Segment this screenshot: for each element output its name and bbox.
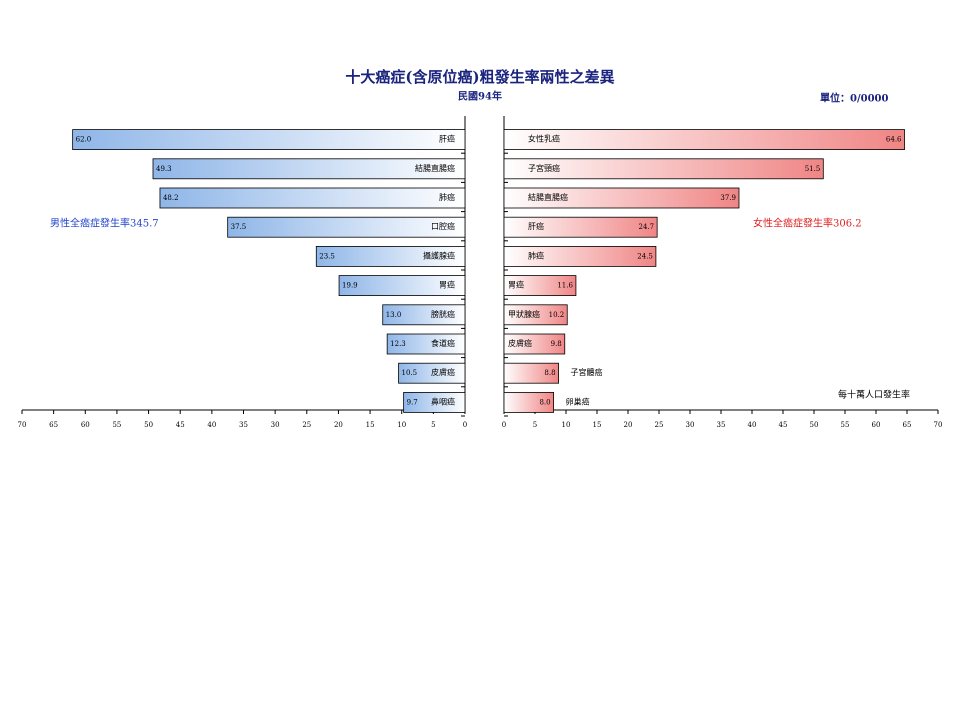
category-label: 甲狀腺癌 [508, 309, 540, 319]
x-tick-label: 40 [748, 421, 757, 429]
x-tick-label: 20 [334, 421, 343, 429]
bar [503, 333, 566, 355]
value-label: 64.6 [886, 136, 902, 144]
annotation: 女性全癌症發生率306.2 [753, 217, 862, 230]
bar [159, 187, 466, 209]
category-label: 口腔癌 [431, 221, 455, 231]
bar [382, 304, 466, 326]
x-tick-label: 0 [463, 421, 467, 429]
category-label: 鼻咽癌 [431, 396, 455, 406]
x-tick-label: 55 [841, 421, 850, 429]
bar [503, 216, 658, 238]
x-tick-label: 30 [271, 421, 280, 429]
x-tick-label: 60 [872, 421, 881, 429]
bar [503, 187, 740, 209]
value-label: 51.5 [805, 165, 821, 173]
value-label: 24.5 [637, 252, 653, 260]
x-tick-label: 65 [49, 421, 58, 429]
value-label: 37.5 [231, 223, 247, 231]
bar [503, 391, 554, 413]
value-label: 8.8 [544, 369, 555, 377]
chart-subtitle: 民國94年 [458, 90, 502, 103]
category-label: 子宮體癌 [571, 367, 603, 377]
bar [503, 275, 577, 297]
x-tick-label: 50 [144, 421, 153, 429]
x-tick-label: 70 [18, 421, 27, 429]
value-label: 9.8 [551, 340, 562, 348]
x-tick-label: 25 [302, 421, 311, 429]
x-tick-label: 30 [686, 421, 695, 429]
value-label: 12.3 [390, 340, 406, 348]
value-label: 8.0 [539, 398, 550, 406]
chart-title: 十大癌症(含原位癌)粗發生率兩性之差異 [345, 68, 614, 86]
x-tick-label: 20 [624, 421, 633, 429]
x-tick-label: 35 [239, 421, 248, 429]
x-tick-label: 25 [655, 421, 664, 429]
unit-label: 單位：0/0000 [820, 92, 888, 105]
value-label: 11.6 [557, 282, 573, 290]
bar [227, 216, 466, 238]
category-label: 肺癌 [528, 250, 544, 260]
category-label: 胃癌 [439, 280, 455, 290]
x-tick-label: 60 [81, 421, 90, 429]
category-label: 胃癌 [508, 280, 524, 290]
value-label: 10.2 [549, 311, 565, 319]
value-label: 62.0 [76, 136, 92, 144]
x-tick-label: 5 [533, 421, 537, 429]
category-label: 膀胱癌 [431, 309, 455, 319]
x-tick-label: 40 [207, 421, 216, 429]
axis-note: 每十萬人口發生率 [838, 389, 910, 401]
category-label: 食道癌 [431, 338, 455, 348]
value-label: 23.5 [319, 252, 335, 260]
value-label: 19.9 [342, 282, 358, 290]
bar [503, 158, 824, 180]
x-tick-label: 55 [112, 421, 121, 429]
bar [503, 245, 657, 267]
bar [503, 362, 559, 384]
x-tick-label: 45 [779, 421, 788, 429]
value-label: 10.5 [402, 369, 418, 377]
category-label: 肝癌 [528, 221, 544, 231]
value-label: 49.3 [156, 165, 172, 173]
category-label: 皮膚癌 [431, 367, 455, 377]
category-label: 結腸直腸癌 [415, 163, 455, 173]
x-tick-label: 50 [810, 421, 819, 429]
category-label: 卵巢癌 [566, 396, 590, 406]
category-label: 肝癌 [439, 134, 455, 144]
annotation: 男性全癌症發生率345.7 [50, 217, 159, 230]
value-label: 13.0 [386, 311, 402, 319]
value-label: 48.2 [163, 194, 179, 202]
category-label: 肺癌 [439, 192, 455, 202]
bar [338, 275, 466, 297]
x-tick-label: 5 [431, 421, 435, 429]
category-label: 攝護腺癌 [423, 250, 455, 260]
x-tick-label: 15 [593, 421, 602, 429]
x-tick-label: 70 [934, 421, 943, 429]
x-tick-label: 10 [562, 421, 571, 429]
x-tick-label: 35 [717, 421, 726, 429]
bar [398, 362, 466, 384]
x-tick-label: 10 [397, 421, 406, 429]
x-tick-label: 0 [502, 421, 506, 429]
bar [315, 245, 466, 267]
x-tick-label: 15 [366, 421, 375, 429]
bar [72, 129, 466, 151]
bar [152, 158, 466, 180]
bar [403, 391, 466, 413]
value-label: 37.9 [720, 194, 736, 202]
x-tick-label: 65 [903, 421, 912, 429]
category-label: 皮膚癌 [508, 338, 532, 348]
value-label: 9.7 [407, 398, 418, 406]
category-label: 子宮頸癌 [528, 163, 560, 173]
bar [386, 333, 466, 355]
bar [503, 129, 905, 151]
category-label: 結腸直腸癌 [528, 192, 568, 202]
value-label: 24.7 [639, 223, 655, 231]
x-tick-label: 45 [176, 421, 185, 429]
category-label: 女性乳癌 [528, 134, 560, 144]
bar [503, 304, 568, 326]
